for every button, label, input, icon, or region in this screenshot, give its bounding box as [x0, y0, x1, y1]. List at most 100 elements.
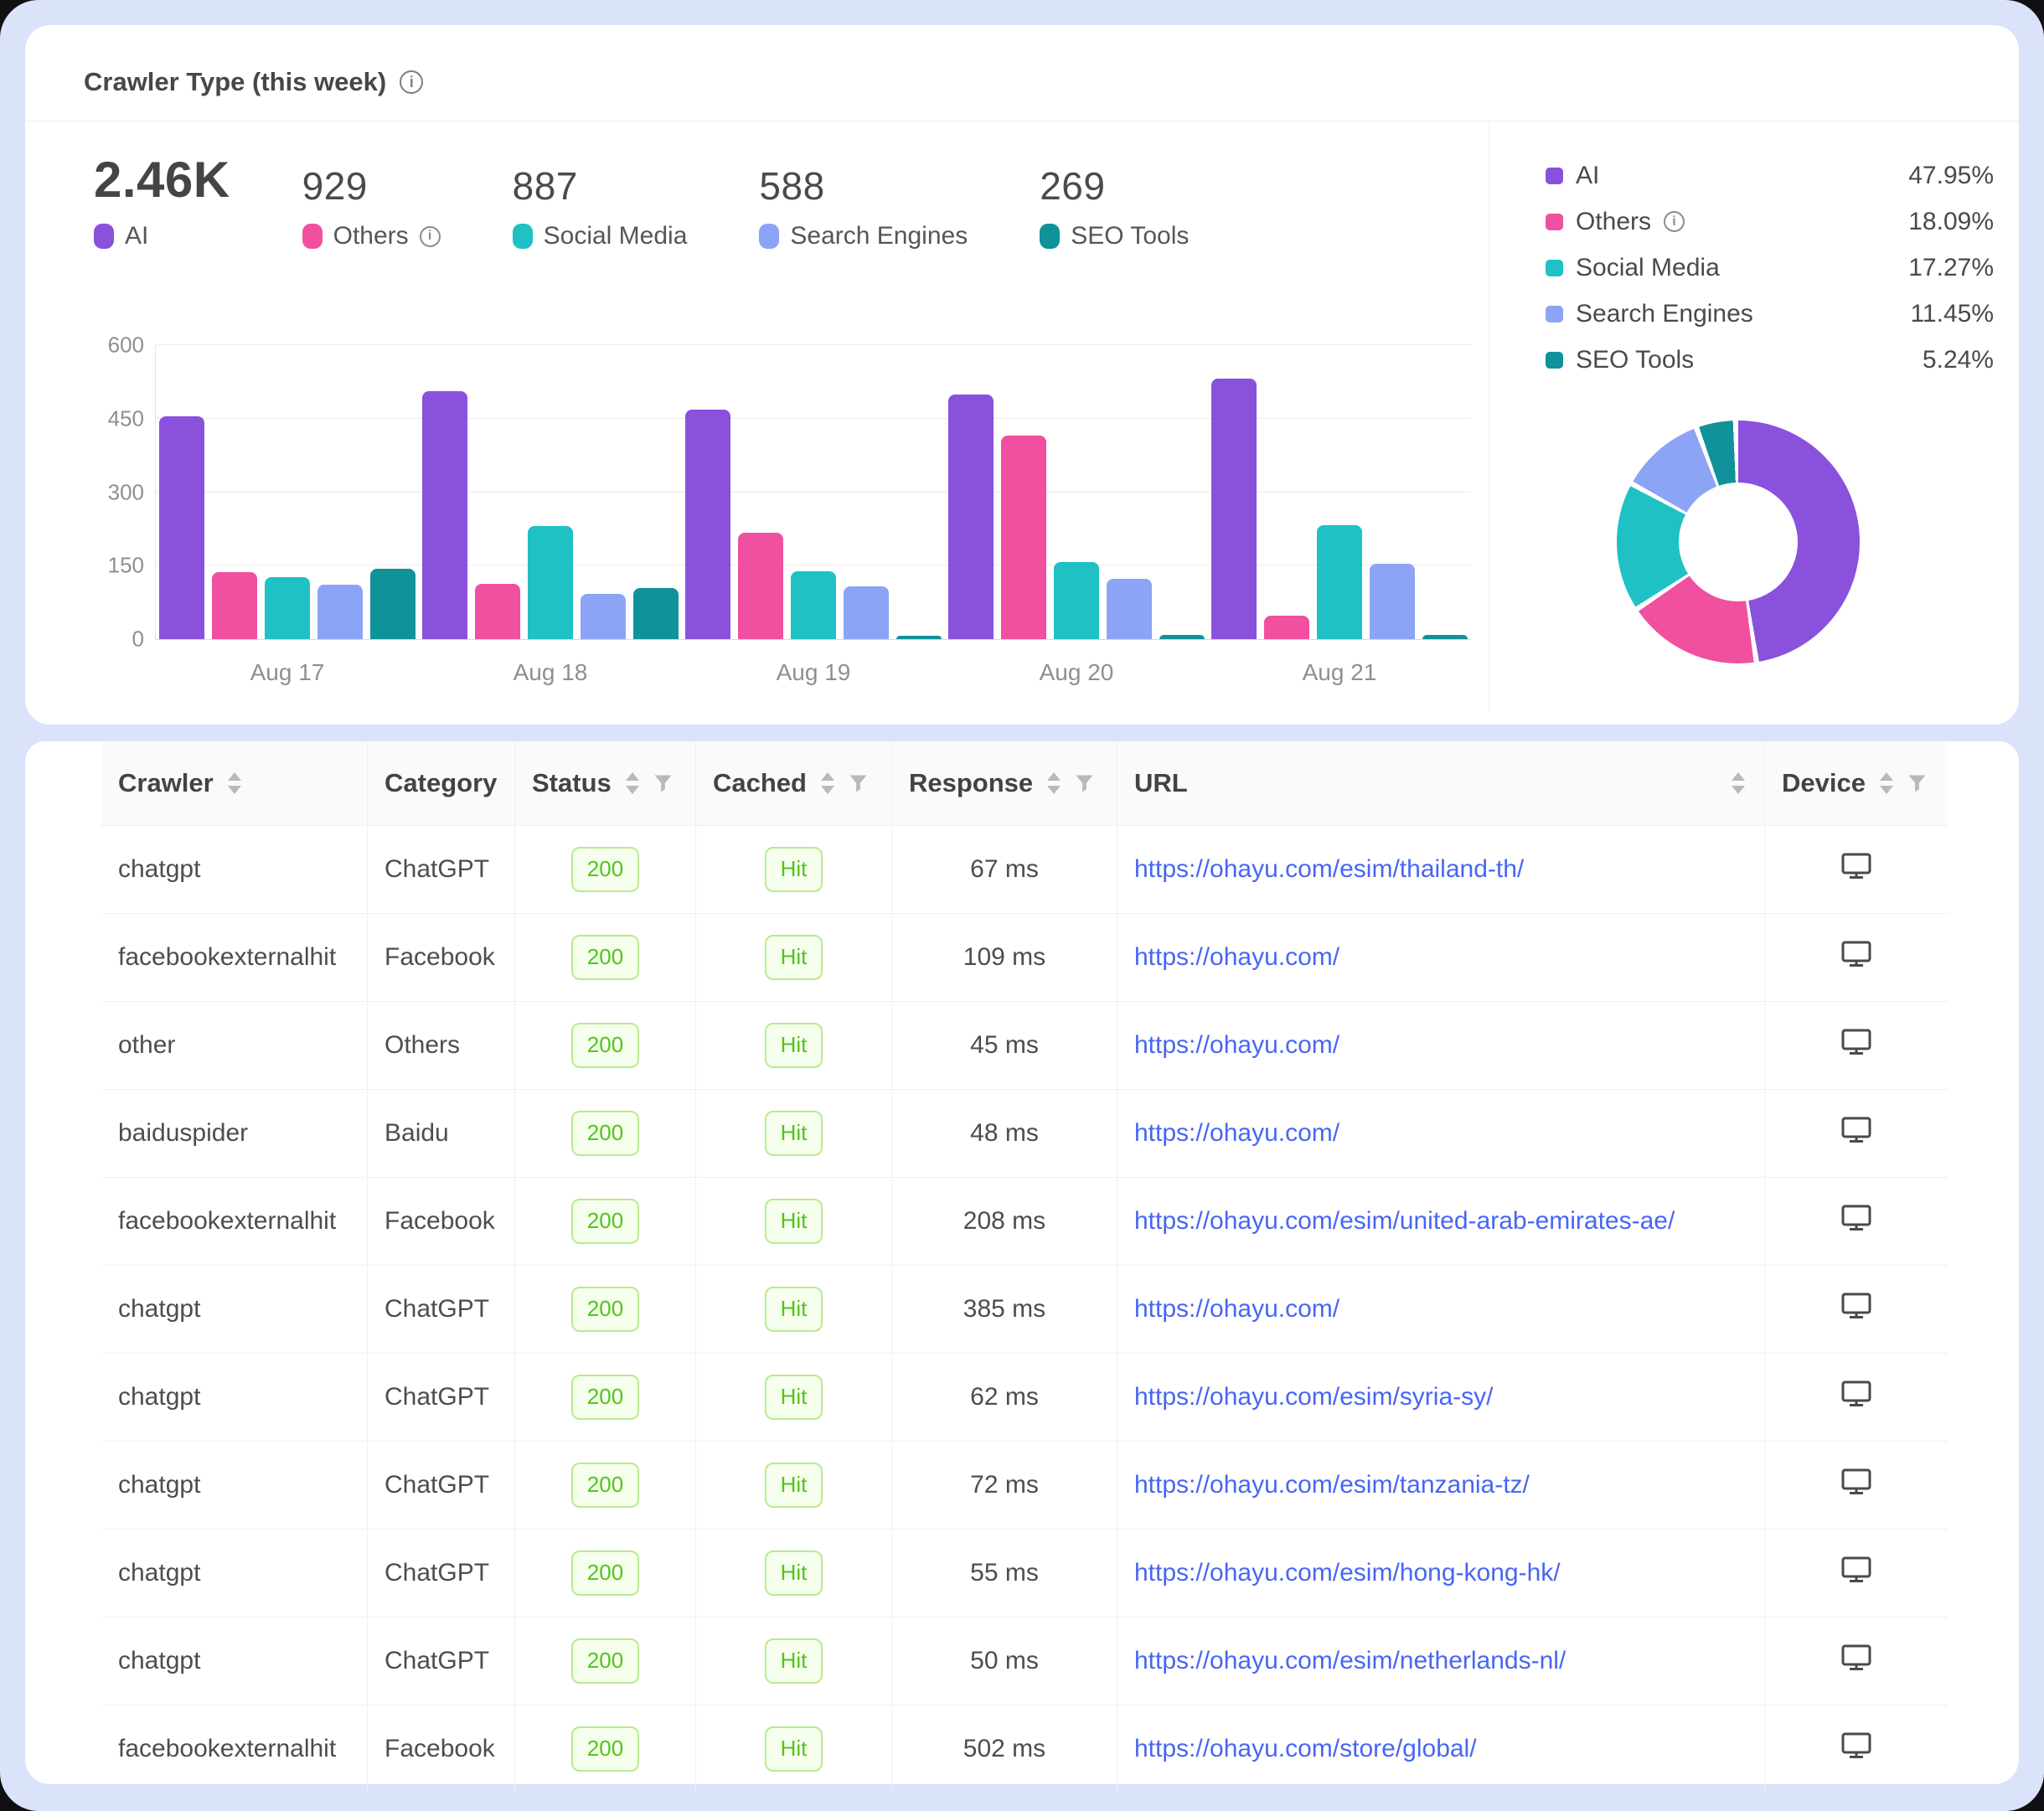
- url-link[interactable]: https://ohayu.com/store/global/: [1134, 1735, 1477, 1762]
- sort-icon[interactable]: [623, 771, 642, 796]
- sort-icon[interactable]: [818, 771, 837, 796]
- filter-icon[interactable]: [653, 774, 673, 793]
- sort-icon[interactable]: [1877, 771, 1896, 796]
- legend-item-seo-tools[interactable]: SEO Tools 5.24%: [1546, 337, 1994, 383]
- legend-item-others[interactable]: Others i 18.09%: [1546, 199, 1994, 245]
- status-badge: 200: [570, 935, 640, 980]
- legend-percentage: 47.95%: [1908, 161, 1994, 189]
- url-link[interactable]: https://ohayu.com/esim/united-arab-emira…: [1134, 1207, 1675, 1235]
- url-link[interactable]: https://ohayu.com/esim/thailand-th/: [1134, 855, 1525, 883]
- sort-icon[interactable]: [1729, 771, 1747, 796]
- desktop-device-icon: [1840, 1027, 1873, 1064]
- bar-others[interactable]: [475, 583, 520, 639]
- info-icon[interactable]: i: [400, 70, 424, 94]
- stat-value: 588: [759, 164, 825, 208]
- status-badge: 200: [570, 1287, 640, 1332]
- bar-seo-tools[interactable]: [1159, 634, 1205, 639]
- bar-social-media[interactable]: [791, 570, 836, 639]
- stat-color-dot: [94, 224, 114, 249]
- url-link[interactable]: https://ohayu.com/: [1134, 943, 1340, 971]
- crawler-table-card: Crawler Category Status Cached Response URL De…: [25, 741, 2019, 1793]
- bar-search-engines[interactable]: [1370, 563, 1415, 639]
- status-badge: 200: [570, 1463, 640, 1508]
- bar-search-engines[interactable]: [1107, 579, 1152, 639]
- status-badge: 200: [570, 847, 640, 892]
- bar-seo-tools[interactable]: [896, 636, 942, 639]
- cell-status: 200: [515, 1618, 696, 1705]
- bar-others[interactable]: [738, 533, 783, 639]
- stat-label[interactable]: Search Engines: [790, 222, 968, 250]
- bar-social-media[interactable]: [528, 525, 573, 639]
- filter-icon[interactable]: [1075, 774, 1094, 793]
- legend-item-social-media[interactable]: Social Media 17.27%: [1546, 245, 1994, 291]
- stat-label[interactable]: AI: [125, 222, 149, 250]
- bar-seo-tools[interactable]: [633, 588, 679, 639]
- table-row: facebookexternalhit Facebook 200 Hit 502 ms h…: [101, 1705, 1948, 1793]
- url-link[interactable]: https://ohayu.com/esim/tanzania-tz/: [1134, 1471, 1530, 1499]
- desktop-device-icon: [1840, 939, 1873, 976]
- legend-item-search-engines[interactable]: Search Engines 11.45%: [1546, 291, 1994, 337]
- bar-search-engines[interactable]: [844, 586, 889, 639]
- column-header-crawler[interactable]: Crawler: [101, 741, 368, 825]
- legend-label: Social Media: [1576, 253, 1720, 281]
- column-header-cached[interactable]: Cached: [696, 741, 892, 825]
- bar-seo-tools[interactable]: [370, 568, 416, 639]
- legend-item-ai[interactable]: AI 47.95%: [1546, 152, 1994, 199]
- url-link[interactable]: https://ohayu.com/esim/netherlands-nl/: [1134, 1647, 1567, 1674]
- column-header-response[interactable]: Response: [892, 741, 1117, 825]
- stat-label[interactable]: SEO Tools: [1071, 222, 1190, 250]
- filter-icon[interactable]: [1907, 774, 1927, 793]
- bar-social-media[interactable]: [265, 576, 310, 639]
- cached-badge: Hit: [764, 1023, 823, 1068]
- cell-category: ChatGPT: [368, 1266, 515, 1353]
- bar-others[interactable]: [212, 572, 257, 639]
- legend-swatch: [1546, 213, 1563, 230]
- stat-label[interactable]: Social Media: [543, 222, 688, 250]
- stat-label[interactable]: Others: [333, 222, 409, 250]
- table-header-row: Crawler Category Status Cached Response URL De…: [101, 741, 1948, 826]
- legend-percentage: 18.09%: [1908, 207, 1994, 235]
- cell-cached: Hit: [696, 1705, 892, 1793]
- x-axis-label: Aug 19: [776, 659, 851, 685]
- column-header-url[interactable]: URL: [1117, 741, 1765, 825]
- url-link[interactable]: https://ohayu.com/: [1134, 1119, 1340, 1147]
- bar-ai[interactable]: [685, 410, 730, 639]
- stat-seo-tools: 269 SEO Tools: [1040, 163, 1189, 250]
- status-badge: 200: [570, 1726, 640, 1772]
- bar-group-aug-19: Aug 19: [682, 345, 945, 685]
- bar-others[interactable]: [1264, 615, 1309, 639]
- bar-seo-tools[interactable]: [1422, 634, 1468, 639]
- cell-url: https://ohayu.com/: [1117, 914, 1765, 1001]
- cached-badge: Hit: [764, 1375, 823, 1420]
- column-label: Response: [909, 768, 1034, 797]
- column-label: Category: [385, 768, 498, 797]
- url-link[interactable]: https://ohayu.com/: [1134, 1031, 1340, 1059]
- url-link[interactable]: https://ohayu.com/: [1134, 1295, 1340, 1323]
- bar-ai[interactable]: [948, 394, 994, 639]
- bar-ai[interactable]: [422, 391, 467, 639]
- sort-icon[interactable]: [1045, 771, 1063, 796]
- info-icon[interactable]: i: [419, 225, 441, 247]
- info-icon[interactable]: i: [1664, 211, 1685, 232]
- column-header-device[interactable]: Device: [1765, 741, 1948, 825]
- bar-search-engines[interactable]: [317, 585, 363, 639]
- cell-crawler: facebookexternalhit: [101, 1178, 368, 1265]
- filter-icon[interactable]: [849, 774, 868, 793]
- cell-url: https://ohayu.com/store/global/: [1117, 1705, 1765, 1793]
- cell-cached: Hit: [696, 914, 892, 1001]
- url-link[interactable]: https://ohayu.com/esim/hong-kong-hk/: [1134, 1559, 1561, 1587]
- bar-ai[interactable]: [159, 415, 204, 639]
- bar-ai[interactable]: [1211, 379, 1257, 639]
- bar-search-engines[interactable]: [581, 593, 626, 639]
- sort-icon[interactable]: [225, 771, 244, 796]
- cell-category: Facebook: [368, 914, 515, 1001]
- column-header-status[interactable]: Status: [515, 741, 696, 825]
- bar-social-media[interactable]: [1054, 562, 1099, 639]
- legend-label: Search Engines: [1576, 299, 1753, 328]
- stat-value: 887: [512, 164, 578, 208]
- column-header-category[interactable]: Category: [368, 741, 515, 825]
- table-row: chatgpt ChatGPT 200 Hit 55 ms https://ohayu.c…: [101, 1530, 1948, 1618]
- url-link[interactable]: https://ohayu.com/esim/syria-sy/: [1134, 1383, 1494, 1411]
- bar-others[interactable]: [1001, 436, 1046, 639]
- bar-social-media[interactable]: [1317, 524, 1362, 639]
